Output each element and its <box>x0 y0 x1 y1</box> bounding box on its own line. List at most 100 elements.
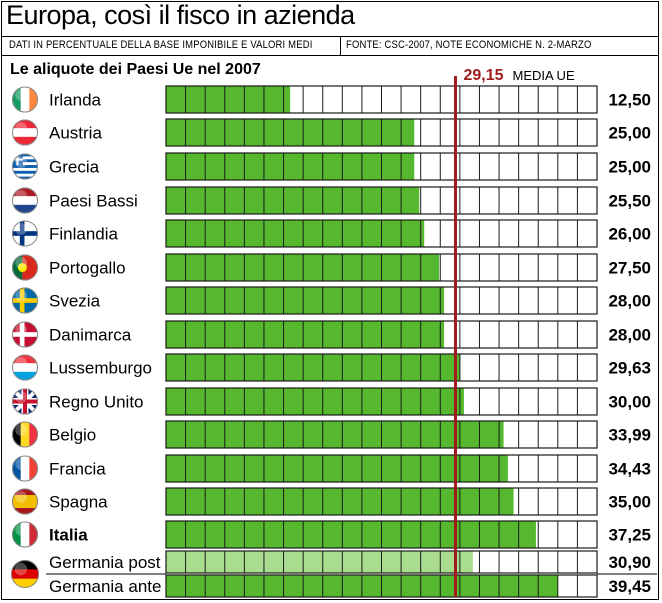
mean-text-label: MEDIA UE <box>512 68 574 83</box>
flag-band <box>29 421 38 448</box>
flag-band <box>12 371 38 381</box>
flag-band <box>20 521 30 548</box>
luxembourg-flag-icon <box>12 354 38 381</box>
flag-band <box>12 159 38 163</box>
value-label-spagna: 35,00 <box>608 493 651 512</box>
flag-rim <box>12 521 38 548</box>
belgium-flag-icon <box>12 421 38 448</box>
value-label-lussemburgo: 29,63 <box>608 359 651 378</box>
flag-band <box>12 196 38 206</box>
bar-outline-portogallo <box>165 253 598 282</box>
value-label-italia: 37,25 <box>608 526 651 545</box>
flag-rim <box>12 287 38 314</box>
flag-rim <box>12 86 38 113</box>
chart-title: Le aliquote dei Paesi Ue nel 2007 <box>10 61 261 78</box>
country-label-germania-post: Germania post <box>49 553 161 572</box>
flag-gloss <box>15 257 27 269</box>
france-flag-icon <box>12 455 38 482</box>
flag-gloss <box>15 223 27 235</box>
bar-austria <box>166 119 415 146</box>
flag-rim <box>12 220 38 247</box>
flag-gloss <box>15 458 27 470</box>
country-label-danimarca: Danimarca <box>49 326 132 345</box>
bar-outline-grecia <box>165 152 598 181</box>
bar-outline-lussemburgo <box>165 353 598 382</box>
country-label-paesi-bassi: Paesi Bassi <box>49 192 138 211</box>
flag-gloss <box>15 391 27 403</box>
bar-belgio <box>166 421 504 448</box>
portugal-flag-icon <box>12 254 38 281</box>
bar-regno-unito <box>166 388 464 415</box>
flag-band <box>29 86 38 113</box>
flag-band <box>12 421 22 448</box>
flag-band <box>12 165 38 169</box>
flag-cross <box>12 332 38 337</box>
flag-band <box>12 156 38 160</box>
bar-outline-germania-ante <box>165 574 598 598</box>
country-label-germania-ante: Germania ante <box>49 577 161 596</box>
flag-band <box>20 421 30 448</box>
flag-cross <box>12 231 38 236</box>
flag-band <box>12 521 22 548</box>
bar-outline-irlanda <box>165 85 598 114</box>
flag-rim <box>12 187 38 214</box>
bar-italia <box>166 521 536 548</box>
flag-band <box>11 560 39 570</box>
flag-band <box>12 187 38 197</box>
flag-rim <box>12 388 38 415</box>
country-label-lussemburgo: Lussemburgo <box>49 359 152 378</box>
flag-band <box>12 119 38 129</box>
country-label-finlandia: Finlandia <box>49 225 119 244</box>
flag-band <box>11 569 39 580</box>
page-title: Europa, così il fisco in azienda <box>6 0 355 30</box>
bar-outline-regno-unito <box>165 387 598 416</box>
flag-band <box>12 455 22 482</box>
flag-rim <box>11 560 39 588</box>
flag-gloss <box>15 424 27 436</box>
austria-flag-icon <box>12 119 38 146</box>
value-label-germania-post: 30,90 <box>608 553 651 572</box>
value-label-francia: 34,43 <box>608 460 651 479</box>
bar-lussemburgo <box>166 354 461 381</box>
flag-gloss <box>15 122 27 134</box>
flag-band <box>12 136 38 146</box>
bar-outline-paesi-bassi <box>165 186 598 215</box>
country-label-francia: Francia <box>49 460 106 479</box>
flag-rim <box>12 354 38 381</box>
bar-danimarca <box>166 321 445 348</box>
country-label-regno-unito: Regno Unito <box>49 393 144 412</box>
subtitle-row: DATI IN PERCENTUALE DELLA BASE IMPONIBIL… <box>1 36 659 56</box>
bar-outline-italia <box>165 520 598 549</box>
value-label-paesi-bassi: 25,50 <box>608 192 651 211</box>
bar-outline-belgio <box>165 420 598 449</box>
bar-grecia <box>166 153 415 180</box>
bar-outline-francia <box>165 454 598 483</box>
country-label-irlanda: Irlanda <box>49 91 102 110</box>
bar-outline-danimarca <box>165 320 598 349</box>
flag-rim <box>12 254 38 281</box>
flag-rim <box>12 421 38 448</box>
flag-rim <box>12 153 38 180</box>
bar-paesi-bassi <box>166 187 420 214</box>
value-label-svezia: 28,00 <box>608 292 651 311</box>
flag-band <box>22 254 38 281</box>
flag-band <box>12 170 38 175</box>
bar-outline-austria <box>165 118 598 147</box>
bar-outline-finlandia <box>165 219 598 248</box>
flag-gloss <box>15 491 27 503</box>
italy-flag-icon <box>12 521 38 548</box>
mean-value-label: 29,15 <box>463 67 503 84</box>
flag-band <box>29 455 38 482</box>
flag-gloss <box>15 156 27 168</box>
value-label-portogallo: 27,50 <box>608 259 651 278</box>
bar-germania-post <box>166 551 473 573</box>
netherlands-flag-icon <box>12 187 38 214</box>
flag-band <box>12 128 38 138</box>
flag-band <box>12 173 38 177</box>
value-label-finlandia: 26,00 <box>608 225 651 244</box>
flag-band <box>12 86 22 113</box>
bar-outline-germania-post <box>165 550 598 574</box>
flag-band <box>12 204 38 214</box>
subtitle-divider <box>340 37 341 55</box>
